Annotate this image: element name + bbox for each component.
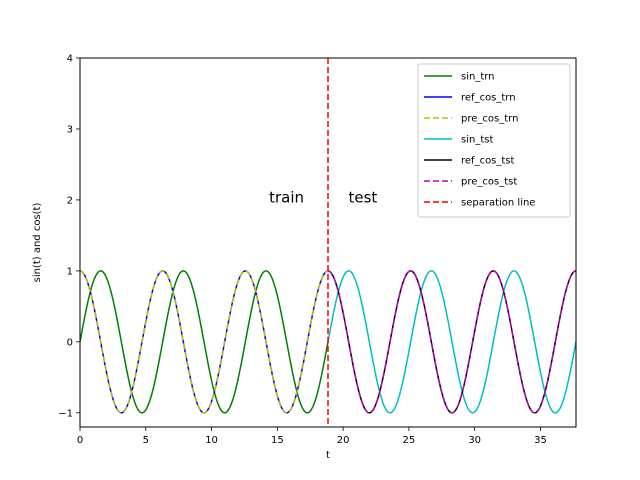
annotation-test: test [348,188,377,206]
legend: sin_trn ref_cos_trn pre_cos_trn sin_tst ref_… [417,63,571,218]
y-axis-label: sin(t) and cos(t) [32,203,43,283]
x-tick-label: 5 [143,435,149,446]
x-tick-label: 25 [403,435,416,446]
legend-label: pre_cos_trn [461,114,518,125]
series-line-pre-cos-tst [327,270,576,414]
axes-frame [79,57,577,428]
x-axis-label: t [326,450,330,461]
y-tick-label: 2 [67,195,73,206]
x-tick-label: 15 [271,435,284,446]
x-tick-label: 30 [468,435,481,446]
x-tick-label: 10 [205,435,218,446]
annotations: train test [269,188,377,206]
x-tick-label: 35 [534,435,547,446]
legend-label: ref_cos_trn [461,93,516,104]
y-tick-label: 3 [67,124,73,135]
annotation-train: train [269,188,304,206]
x-tick-label: 0 [77,435,83,446]
series-lines [80,58,576,427]
y-tick-label: 4 [67,54,73,65]
y-tick-label: 1 [67,266,73,277]
series-line-sin-trn [80,270,329,414]
legend-label: separation line [461,198,535,209]
legend-label: ref_cos_tst [461,156,515,167]
legend-label: sin_trn [461,72,495,83]
y-tick-label: −1 [58,408,73,419]
legend-label: pre_cos_tst [461,177,517,188]
series-line-sin-tst [327,270,576,414]
legend-box [417,63,571,218]
x-tick-label: 20 [337,435,350,446]
axis-ticks: 0 5 10 15 20 25 30 35 −1 0 1 2 3 4 [58,54,547,447]
y-tick-label: 0 [67,337,73,348]
legend-label: sin_tst [461,135,493,146]
series-line-pre-cos-trn [80,270,329,414]
